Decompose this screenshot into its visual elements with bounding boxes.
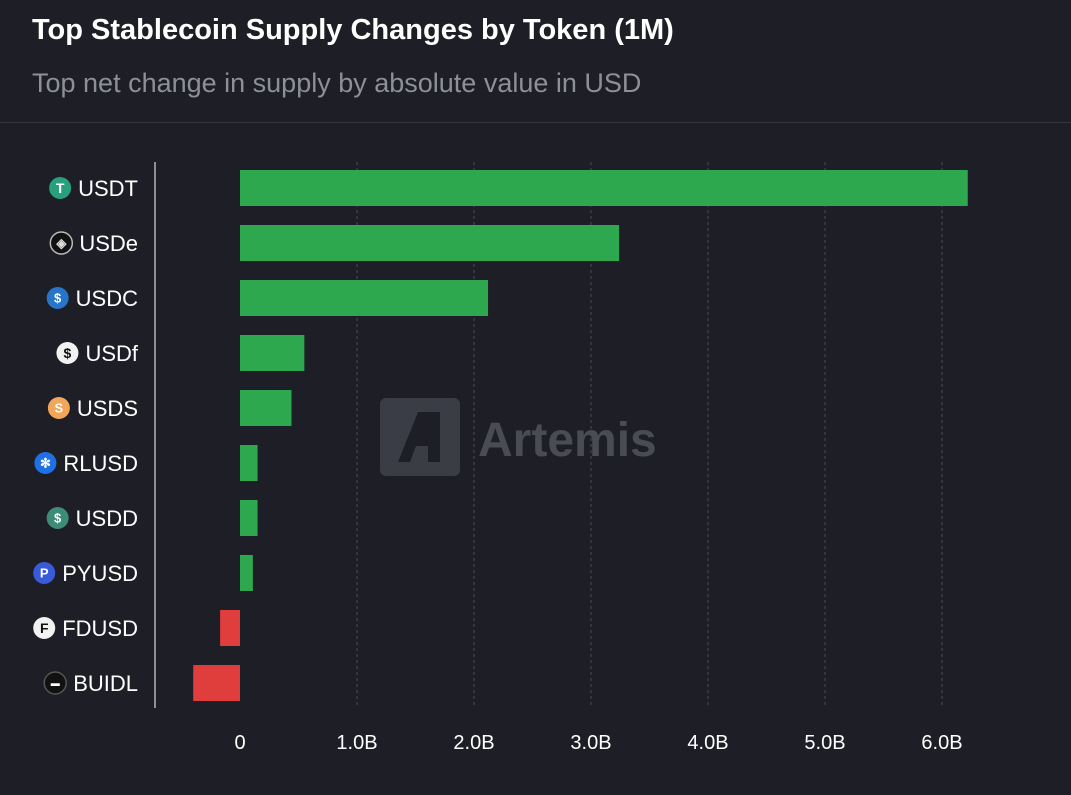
artemis-logo-mark [398, 412, 440, 462]
usdc-icon-shape [46, 287, 69, 309]
tether-icon-shape [49, 177, 72, 199]
y-tick-label: FDUSD [62, 616, 138, 641]
sky-icon-glyph: S [55, 401, 64, 416]
paypal-icon-glyph: P [40, 566, 49, 581]
tether-icon-glyph: T [56, 180, 65, 196]
usdd-icon-glyph: $ [54, 511, 62, 526]
ethena-icon-shape [49, 231, 74, 255]
x-tick-label: 3.0B [570, 732, 611, 754]
bar-usdd [240, 500, 258, 536]
x-tick-label: 6.0B [921, 732, 962, 754]
x-tick-label: 4.0B [687, 732, 728, 754]
fdusd-icon-glyph: F [40, 620, 49, 636]
usdd-icon-shape [46, 507, 69, 529]
fdusd-icon: F [33, 617, 56, 639]
x-tick-label: 2.0B [453, 732, 494, 754]
bar-rlusd [240, 445, 258, 481]
paypal-icon-shape [33, 562, 56, 584]
tether-icon: T [49, 177, 72, 199]
bar-usdc [240, 280, 489, 316]
bar-fdusd [220, 610, 240, 646]
x-tick-label: 1.0B [336, 732, 377, 754]
artemis-watermark: Artemis [380, 398, 657, 476]
bar-usdt [240, 170, 968, 206]
chart-subtitle: Top net change in supply by absolute val… [32, 68, 642, 98]
bar-buidl [193, 665, 240, 701]
header-divider [0, 122, 1071, 123]
ripple-icon-shape [34, 452, 57, 474]
sky-icon: S [47, 397, 70, 419]
falcon-icon: $ [56, 342, 79, 364]
ripple-icon: ✻ [34, 452, 57, 474]
usdc-icon: $ [46, 287, 69, 309]
y-tick-label: USDC [76, 286, 138, 311]
y-tick-label: RLUSD [63, 451, 138, 476]
ethena-icon: ◈ [49, 231, 74, 255]
falcon-icon-shape [56, 342, 79, 364]
y-tick-label: PYUSD [62, 561, 138, 586]
x-tick-label: 0 [234, 732, 245, 754]
chart-title: Top Stablecoin Supply Changes by Token (… [32, 14, 674, 46]
y-tick-label: USDD [76, 506, 138, 531]
blackrock-icon-glyph: ▬ [51, 678, 60, 688]
falcon-icon-glyph: $ [64, 345, 72, 361]
usdd-icon: $ [46, 507, 69, 529]
y-tick-label: BUIDL [73, 671, 138, 696]
bar-usds [240, 390, 292, 426]
ethena-icon-glyph: ◈ [55, 236, 67, 251]
ripple-icon-glyph: ✻ [40, 456, 51, 471]
usdc-icon-glyph: $ [54, 291, 62, 306]
fdusd-icon-shape [33, 617, 56, 639]
blackrock-icon-shape [43, 671, 67, 695]
bar-usde [240, 225, 620, 261]
sky-icon-shape [47, 397, 70, 419]
blackrock-icon: ▬ [43, 671, 67, 695]
bar-pyusd [240, 555, 253, 591]
y-tick-label: USDe [79, 231, 138, 256]
y-tick-label: USDS [77, 396, 138, 421]
bars [193, 170, 968, 701]
watermark-text: Artemis [478, 414, 657, 467]
bar-usdf [240, 335, 305, 371]
x-tick-label: 5.0B [804, 732, 845, 754]
paypal-icon: P [33, 562, 56, 584]
x-axis-labels: 0 1.0B 2.0B 3.0B 4.0B 5.0B 6.0B [234, 732, 962, 754]
y-tick-label: USDf [85, 341, 138, 366]
y-axis-labels: USDT T USDe ◈ USDC $ USDf $ USDS S RLUSD ✻ USDD $ PYUS… [33, 176, 139, 696]
y-tick-label: USDT [78, 176, 138, 201]
